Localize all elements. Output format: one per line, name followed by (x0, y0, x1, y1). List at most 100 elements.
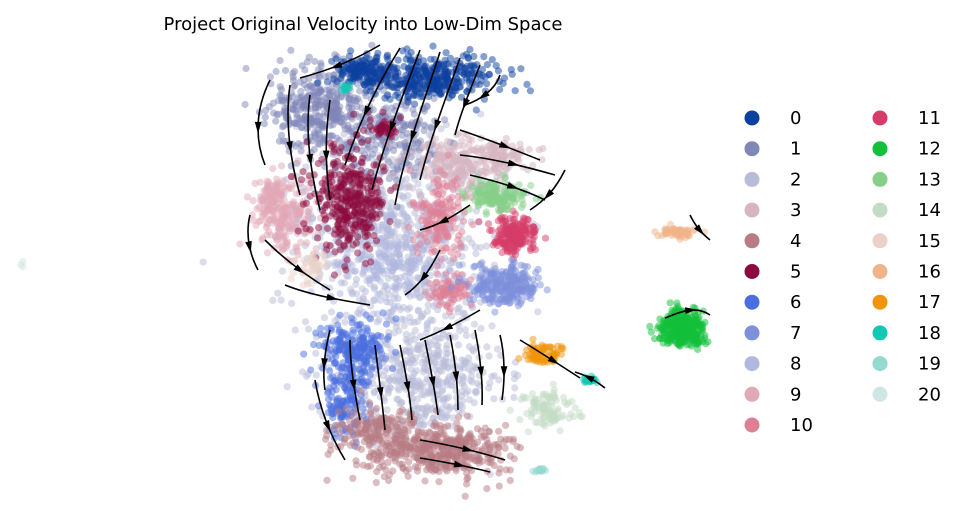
cluster-10-point (433, 270, 442, 278)
cluster-1-point (321, 109, 329, 117)
cluster-10-point (459, 217, 468, 225)
cluster-6-point (375, 363, 383, 371)
cluster-5-point (318, 156, 326, 164)
cluster-3-point (445, 144, 453, 152)
cluster-11-point (511, 210, 519, 218)
cluster-10-point (442, 244, 450, 252)
cluster-5-point (354, 249, 362, 257)
cluster-9-point (263, 249, 272, 257)
cluster-4-point (494, 441, 502, 449)
cluster-10-point (437, 255, 445, 263)
cluster-4-point (352, 457, 360, 465)
cluster-1-point (441, 116, 449, 124)
cluster-2-point (470, 320, 478, 328)
cluster-0-point (445, 94, 453, 102)
cluster-5-point (335, 149, 344, 157)
cluster-5-point (379, 163, 387, 171)
cluster-1-point (299, 101, 307, 109)
cluster-2-point (388, 199, 396, 207)
cluster-6-point (357, 369, 365, 377)
cluster-0-point (466, 45, 474, 54)
cluster-0-point (323, 78, 332, 86)
cluster-3-point (389, 171, 397, 179)
cluster-2-point (305, 325, 313, 333)
cluster-7-point (521, 275, 529, 283)
cluster-9-point (236, 240, 244, 248)
cluster-2-point (274, 289, 282, 297)
cluster-4-point (443, 422, 452, 430)
cluster-10-point (435, 301, 443, 309)
cluster-2-point (482, 242, 490, 250)
cluster-4-point (495, 427, 503, 435)
cluster-0-point (511, 87, 519, 95)
cluster-1-point (281, 66, 290, 75)
cluster-4-point (501, 444, 509, 452)
cluster-2-point (438, 409, 446, 417)
cluster-11-point (529, 236, 537, 244)
cluster-2-point (485, 384, 493, 392)
cluster-10-point (404, 223, 413, 231)
cluster-4-point (453, 419, 461, 427)
cluster-0-point (430, 75, 438, 84)
cluster-13-point (476, 190, 484, 198)
cluster-0-point (383, 53, 391, 61)
cluster-5-point (325, 180, 334, 188)
cluster-0-point (457, 93, 466, 101)
cluster-2-point (411, 387, 419, 395)
cluster-0-point (425, 92, 433, 101)
cluster-13-point (508, 194, 517, 202)
cluster-1-point (289, 69, 297, 77)
cluster-2-point (460, 309, 468, 318)
cluster-10-point (457, 243, 465, 251)
cluster-5-point (375, 176, 383, 184)
cluster-8-point (394, 257, 403, 265)
cluster-6-point (343, 396, 351, 404)
cluster-10-point (458, 292, 466, 301)
cluster-13-point (517, 192, 526, 200)
cluster-3-point (454, 164, 462, 172)
cluster-1-point (310, 145, 318, 153)
cluster-2-point (534, 308, 542, 316)
cluster-1-point (269, 99, 277, 107)
cluster-2-point (490, 395, 498, 403)
cluster-7-point (529, 284, 537, 292)
cluster-2-point (394, 384, 402, 392)
cluster-1-point (298, 124, 306, 132)
cluster-2-point (328, 308, 336, 316)
cluster-5-point (364, 136, 372, 145)
cluster-2-point (359, 295, 367, 303)
cluster-2-point (406, 318, 415, 326)
cluster-5-point (351, 209, 359, 217)
cluster-10-point (454, 250, 462, 258)
cluster-2-point (396, 368, 404, 376)
cluster-0-point (472, 81, 480, 89)
cluster-0-point (422, 62, 430, 70)
cluster-5-point (356, 182, 364, 191)
cluster-2-point (443, 341, 451, 349)
cluster-5-point (324, 224, 332, 232)
cluster-1-point (315, 86, 324, 94)
cluster-0-point (366, 87, 374, 95)
cluster-0-point (483, 80, 491, 88)
cluster-5-point (367, 258, 375, 266)
cluster-3-point (497, 163, 505, 171)
cluster-2-point (396, 400, 404, 408)
cluster-6-point (337, 328, 346, 336)
cluster-2-point (383, 364, 391, 372)
cluster-2-point (472, 250, 480, 258)
cluster-2-point (465, 359, 473, 367)
cluster-10-point (432, 278, 440, 286)
cluster-5-point (322, 241, 330, 249)
cluster-2-point (471, 243, 480, 251)
cluster-6-point (317, 324, 325, 332)
cluster-6-point (310, 340, 318, 349)
cluster-9-point (258, 197, 266, 205)
cluster-1-point (345, 95, 353, 103)
cluster-4-point (455, 413, 463, 421)
cluster-2-point (514, 371, 522, 379)
cluster-2-point (277, 296, 285, 304)
cluster-9-point (292, 209, 300, 217)
cluster-2-point (422, 329, 430, 337)
cluster-6-point (300, 350, 308, 358)
cluster-11-point (486, 226, 494, 234)
